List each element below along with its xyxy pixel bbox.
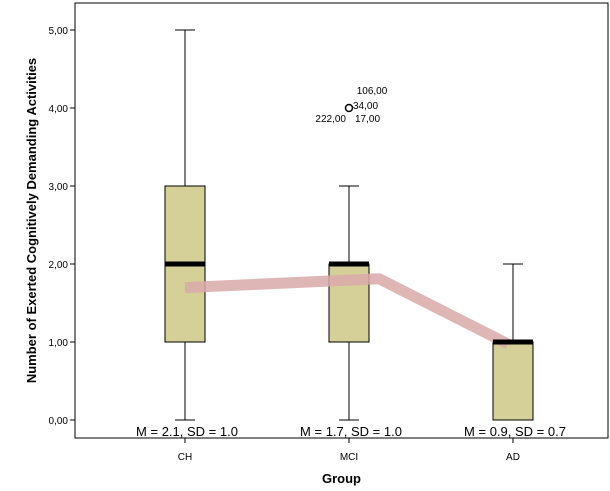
y-tick-label: 1,00	[49, 338, 69, 349]
mean-trend-line	[184, 273, 511, 349]
outlier-label: 34,00	[353, 101, 378, 112]
y-tick-label: 4,00	[49, 104, 69, 115]
x-axis-label: Group	[322, 471, 361, 486]
box-AD	[492, 341, 534, 421]
x-tick-label: MCI	[340, 452, 358, 463]
y-tick-label: 0,00	[49, 416, 69, 427]
x-tick-label: CH	[178, 452, 192, 463]
outlier-label: 106,00	[357, 86, 388, 97]
x-tick-label: AD	[506, 452, 520, 463]
y-tick-label: 3,00	[49, 182, 69, 193]
outlier-label: 222,00	[315, 114, 346, 125]
stat-label-MCI: M = 1.7, SD = 1.0	[300, 424, 402, 439]
outlier-label: 17,00	[355, 114, 380, 125]
stat-label-CH: M = 2.1, SD = 1.0	[136, 424, 238, 439]
outlier-point	[344, 103, 354, 113]
y-tick-label: 2,00	[49, 260, 69, 271]
y-axis-label: Number of Exerted Cognitively Demanding …	[24, 58, 39, 383]
stat-label-AD: M = 0.9, SD = 0.7	[464, 424, 566, 439]
y-tick-label: 5,00	[49, 26, 69, 37]
